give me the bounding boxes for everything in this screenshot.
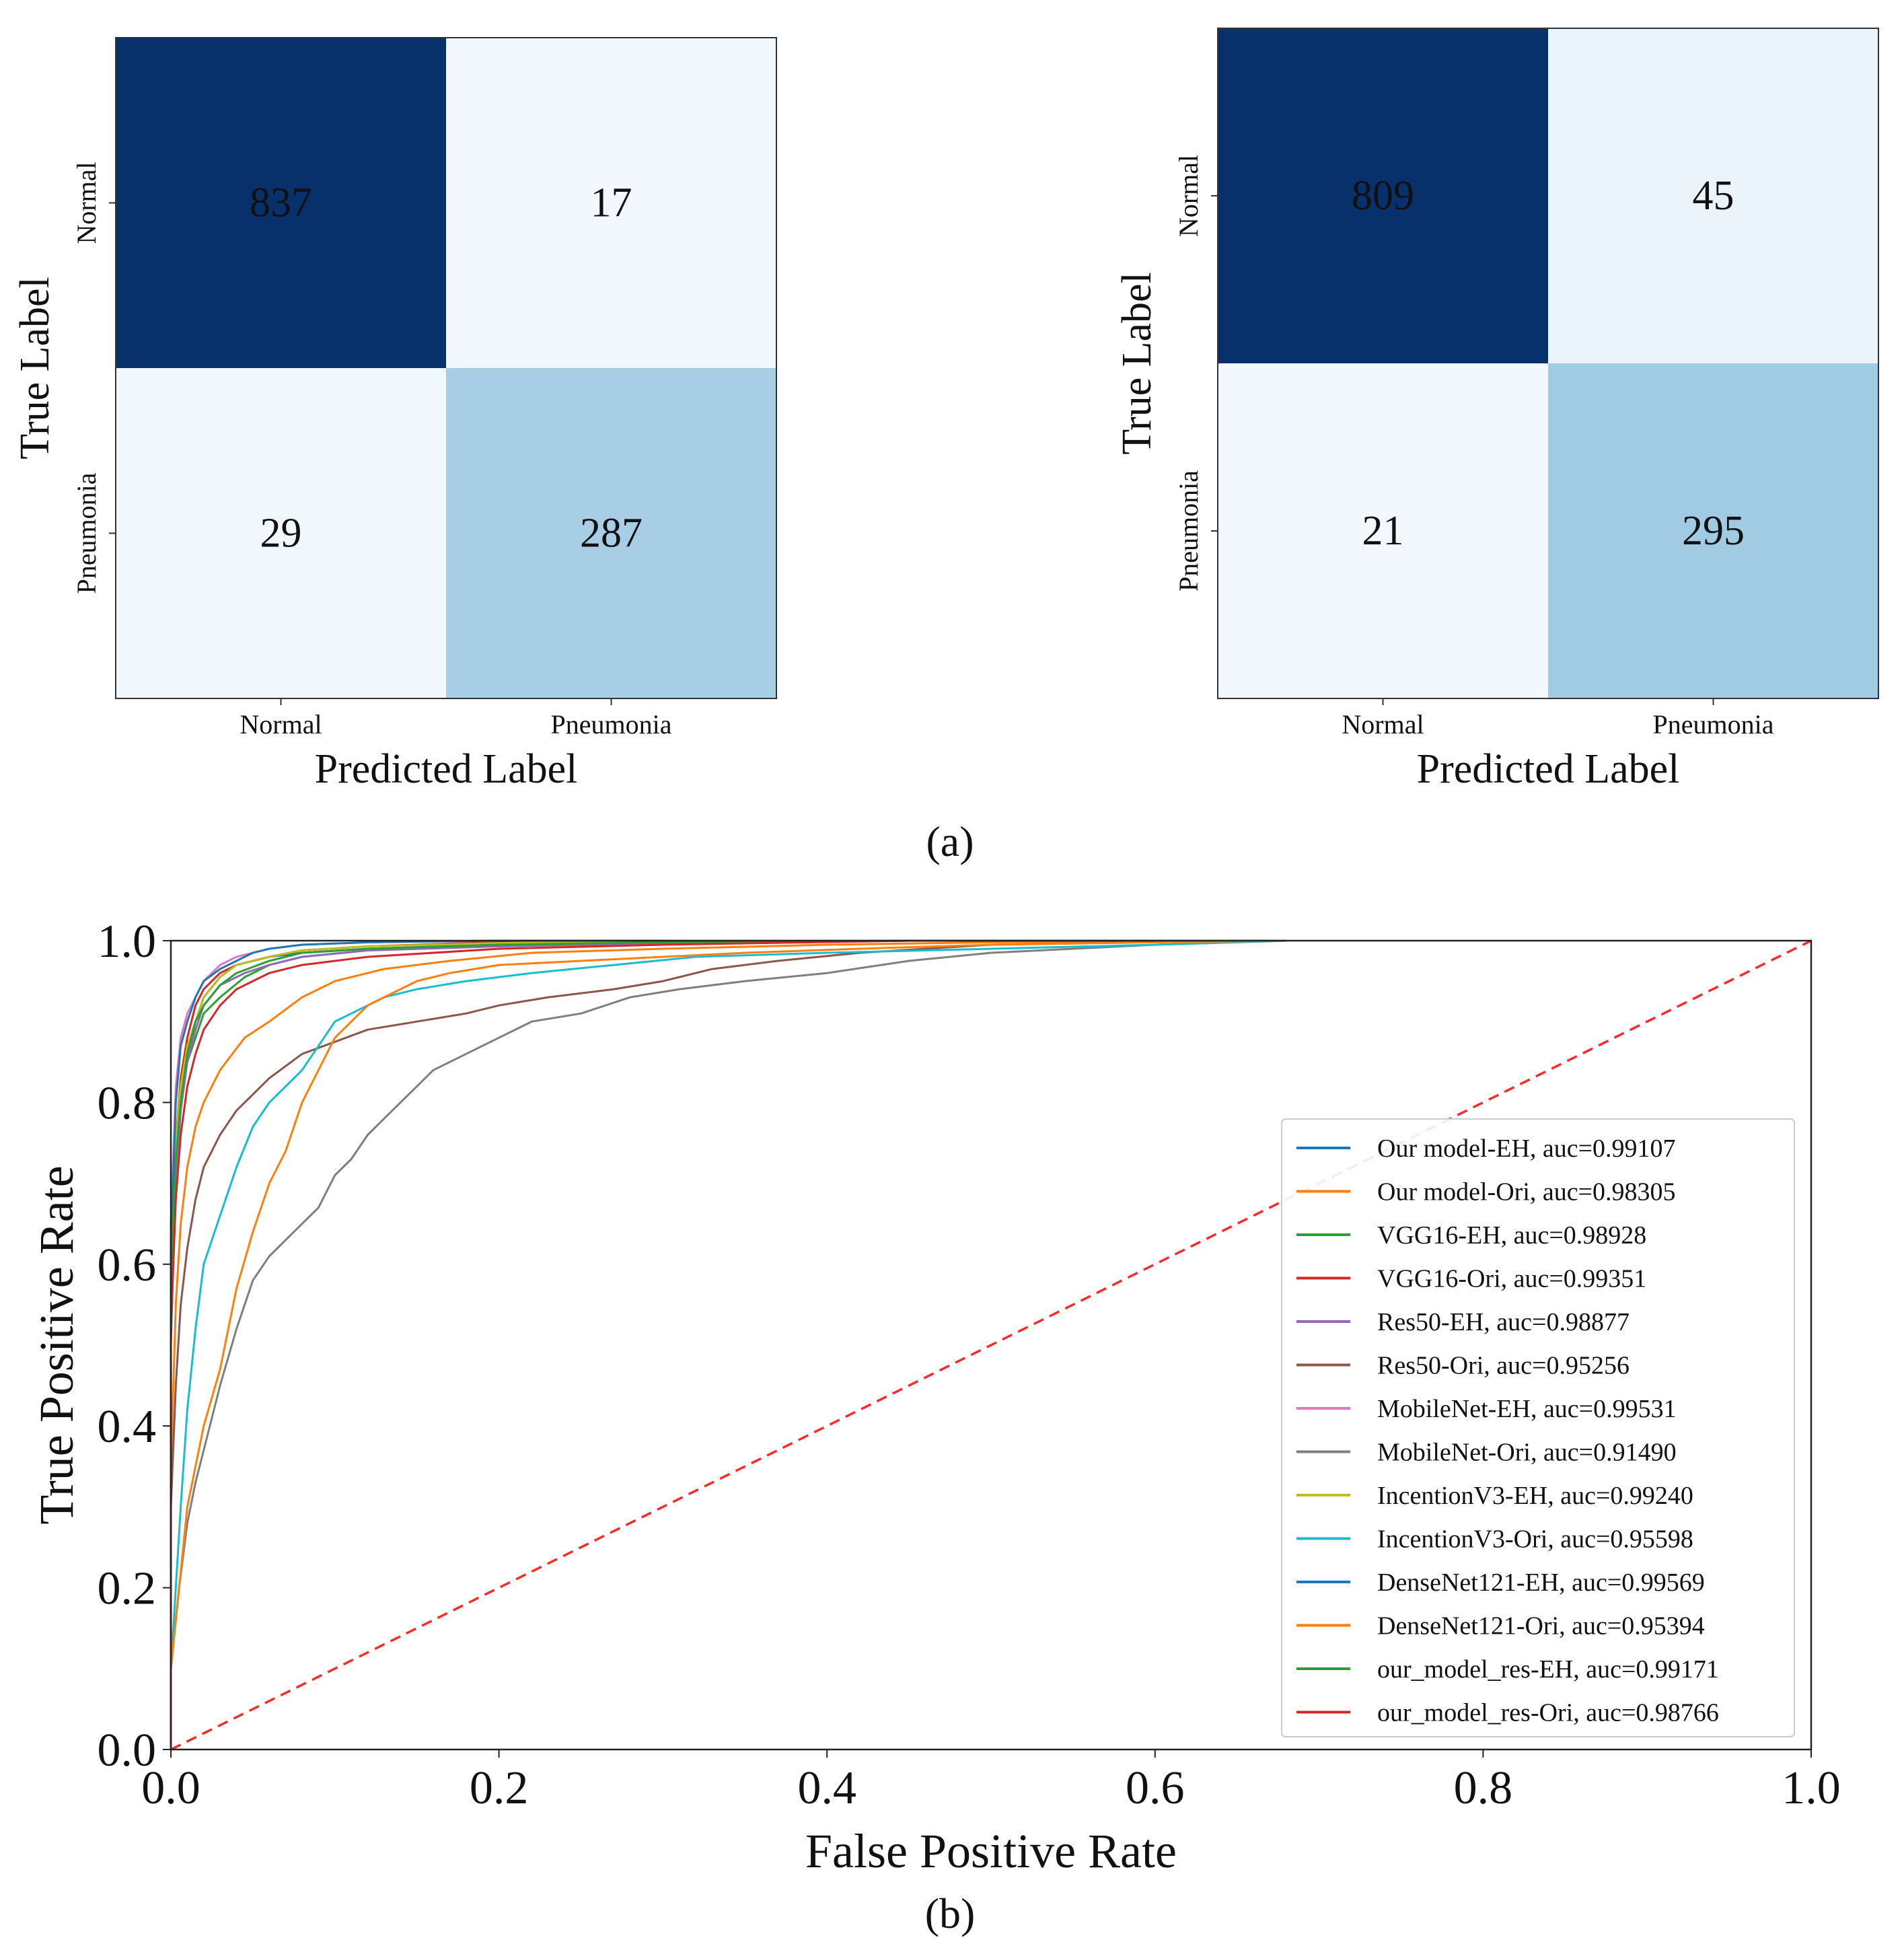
roc-xlabel: False Positive Rate <box>805 1824 1177 1878</box>
roc-chance-diagonal <box>170 939 1812 1751</box>
cm-ylabel: True Label <box>12 277 58 460</box>
cm-cell-value: 21 <box>1362 508 1404 554</box>
cm-cell <box>116 38 446 368</box>
roc-series-line <box>170 939 1286 1749</box>
roc-series-line <box>170 939 1155 1749</box>
cm-xlabel: Predicted Label <box>315 746 578 792</box>
cm-xtick-label: Pneumonia <box>551 709 672 739</box>
cm-cell-value: 45 <box>1693 173 1734 219</box>
roc-xtick-label: 0.0 <box>141 1762 200 1814</box>
roc-series-line <box>170 939 1286 1749</box>
legend-label: Our model-EH, auc=0.99107 <box>1377 1134 1676 1163</box>
roc-xtick-label: 1.0 <box>1782 1762 1841 1814</box>
cm-xtick-label: Pneumonia <box>1653 709 1774 739</box>
cm-xtick-label: Normal <box>240 709 322 739</box>
cm-cell <box>446 368 776 698</box>
cm-ytick-label: Normal <box>71 161 102 244</box>
cm-cell-value: 17 <box>591 180 632 226</box>
confusion-matrix-left: 837 17 29 287 Normal Pneumonia Normal Pneumonia… <box>12 37 777 792</box>
cm-cell <box>1548 363 1878 698</box>
legend-label: DenseNet121-Ori, auc=0.95394 <box>1377 1612 1705 1640</box>
legend-label: Res50-Ori, auc=0.95256 <box>1377 1352 1630 1380</box>
roc-series-line <box>170 939 663 1749</box>
roc-ytick-label: 0.4 <box>98 1401 157 1453</box>
cm-cell <box>1218 28 1548 363</box>
cm-frame <box>115 37 777 699</box>
roc-ytick-label: 0.0 <box>98 1725 157 1776</box>
roc-series-line <box>170 939 910 1749</box>
cm-cell-value: 295 <box>1682 508 1745 554</box>
roc-ytick-label: 0.8 <box>98 1077 157 1129</box>
cm-cell <box>116 368 446 698</box>
roc-series-line <box>170 939 1286 1749</box>
cm-cell <box>1548 28 1878 363</box>
roc-series-line <box>170 939 1155 1749</box>
legend-label: DenseNet121-EH, auc=0.99569 <box>1377 1568 1705 1597</box>
legend-label: Our model-Ori, auc=0.98305 <box>1377 1178 1676 1206</box>
roc-ytick-label: 0.6 <box>98 1239 157 1291</box>
legend-label: MobileNet-Ori, auc=0.91490 <box>1377 1439 1677 1467</box>
cm-ylabel: True Label <box>1114 272 1160 455</box>
roc-ylabel: True Positive Rate <box>30 1165 83 1524</box>
roc-xtick-label: 0.4 <box>797 1762 856 1814</box>
roc-frame <box>170 939 1813 1751</box>
cm-cell <box>1218 363 1548 698</box>
roc-ytick-label: 0.2 <box>98 1563 157 1615</box>
cm-cell-value: 809 <box>1352 173 1414 219</box>
legend-label: VGG16-Ori, auc=0.99351 <box>1377 1265 1646 1293</box>
cm-ytick-label: Pneumonia <box>71 472 102 593</box>
roc-xtick-label: 0.2 <box>470 1762 529 1814</box>
roc-ytick-label: 1.0 <box>98 916 157 968</box>
roc-series-line <box>170 939 1286 1749</box>
panel-b-caption: (b) <box>925 1889 976 1937</box>
legend-label: Res50-EH, auc=0.98877 <box>1377 1308 1630 1336</box>
legend-label: IncentionV3-EH, auc=0.99240 <box>1377 1482 1693 1510</box>
legend-label: our_model_res-Ori, auc=0.98766 <box>1377 1699 1719 1727</box>
legend-label: MobileNet-EH, auc=0.99531 <box>1377 1395 1677 1423</box>
confusion-matrix-right: 809 45 21 295 Normal Pneumonia Normal Pneumonia… <box>1114 28 1879 792</box>
legend-label: VGG16-EH, auc=0.98928 <box>1377 1221 1646 1250</box>
legend-label: IncentionV3-Ori, auc=0.95598 <box>1377 1525 1693 1554</box>
panel-a-caption: (a) <box>926 818 974 865</box>
legend-label: our_model_res-EH, auc=0.99171 <box>1377 1655 1719 1684</box>
roc-chart: 0.0 0.2 0.4 0.6 0.8 1.0 0.0 0.2 0.4 0.6 0.8 1.0 Fals… <box>30 916 1841 1878</box>
cm-cell-value: 837 <box>250 180 312 226</box>
cm-xlabel: Predicted Label <box>1417 746 1680 792</box>
cm-cell-value: 29 <box>260 511 302 556</box>
roc-series-line <box>170 939 1155 1749</box>
roc-series-line <box>170 939 1237 1749</box>
roc-xtick-label: 0.8 <box>1454 1762 1513 1814</box>
roc-legend <box>1281 1118 1795 1737</box>
roc-xtick-label: 0.6 <box>1126 1762 1185 1814</box>
cm-cell <box>446 38 776 368</box>
cm-xtick-label: Normal <box>1342 709 1424 739</box>
cm-ytick-label: Pneumonia <box>1173 470 1204 591</box>
cm-frame <box>1217 28 1879 699</box>
cm-ytick-label: Normal <box>1173 155 1204 237</box>
cm-cell-value: 287 <box>580 511 643 556</box>
